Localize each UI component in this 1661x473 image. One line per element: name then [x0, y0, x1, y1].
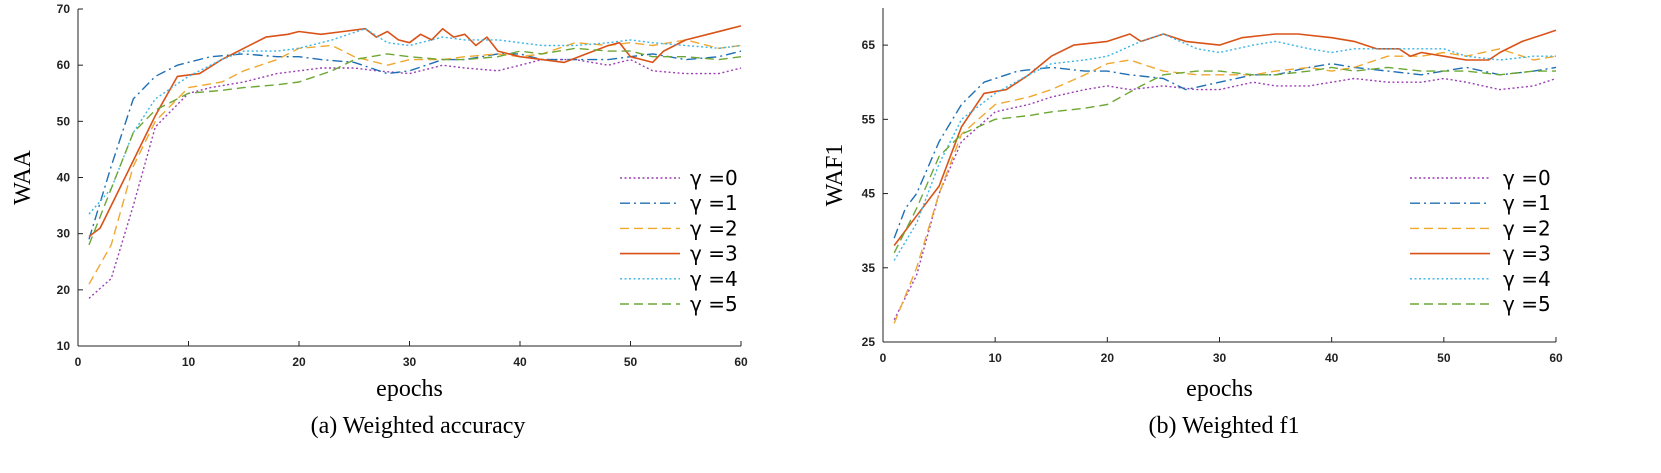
- chart-a-legend-entry: γ =2: [690, 216, 738, 240]
- chart-a-legend-entry: γ =4: [690, 267, 738, 291]
- chart-b-y-tick-label: 35: [862, 261, 876, 275]
- chart-a-x-tick-label: 60: [734, 355, 748, 369]
- chart-b-x-tick-label: 50: [1437, 351, 1451, 365]
- chart-a-legend-entry: γ =3: [690, 242, 738, 266]
- chart-a-x-tick-label: 50: [624, 355, 638, 369]
- chart-b-y-tick-label: 45: [862, 187, 876, 201]
- chart-a-y-tick-label: 20: [57, 283, 71, 297]
- chart-a-y-tick-label: 60: [57, 58, 71, 72]
- chart-b-legend-entry: γ =3: [1503, 242, 1551, 266]
- chart-a-series-line-gamma-3: [88, 25, 742, 238]
- chart-b-caption: (b) Weighted f1: [1149, 413, 1300, 439]
- chart-b-legend-entry: γ =1: [1503, 191, 1551, 215]
- chart-a-x-tick-label: 20: [292, 355, 306, 369]
- chart-b-series-line-gamma-2: [893, 48, 1557, 324]
- chart-b-series-line-gamma-5: [893, 66, 1556, 254]
- chart-b-legend-entry: γ =4: [1503, 267, 1551, 291]
- chart-a-x-tick-label: 10: [182, 355, 196, 369]
- chart-b-series-line-gamma-3: [893, 29, 1557, 246]
- chart-a-x-tick-label: 0: [75, 355, 82, 369]
- chart-a-x-axis-label: epochs: [376, 376, 443, 402]
- chart-a-legend-entry: γ =0: [690, 166, 738, 190]
- chart-b-y-tick-label: 65: [862, 38, 876, 52]
- chart-a-caption: (a) Weighted accuracy: [311, 413, 526, 439]
- chart-a-series-line-gamma-1: [88, 50, 742, 240]
- chart-a-series-line-gamma-0: [88, 58, 742, 299]
- chart-b-legend-entry: γ =2: [1503, 216, 1551, 240]
- chart-a-y-tick-label: 70: [57, 2, 71, 16]
- chart-a-y-tick-label: 10: [57, 339, 71, 353]
- chart-b-series-line-gamma-1: [893, 63, 1557, 239]
- chart-a: 0 10 20 30 40 50 60 10 20 30 40 50 60 70 WAA epochs (a) …: [10, 2, 748, 439]
- chart-b-x-tick-label: 30: [1213, 351, 1227, 365]
- chart-b-series-line-gamma-0: [893, 77, 1557, 321]
- chart-b-legend-entry: γ =0: [1503, 166, 1551, 190]
- chart-a-y-tick-label: 40: [57, 171, 71, 185]
- chart-b-x-tick-label: 0: [880, 351, 887, 365]
- chart-a-y-tick-label: 50: [57, 114, 71, 128]
- chart-b-legend-entry: γ =5: [1503, 292, 1551, 316]
- chart-b-y-axis-label: WAF1: [822, 144, 848, 207]
- chart-a-y-axis-label: WAA: [10, 150, 36, 205]
- chart-b-y-tick-label: 55: [862, 112, 876, 126]
- chart-a-legend-entry: γ =5: [690, 292, 738, 316]
- chart-b-series-line-gamma-4: [893, 33, 1556, 261]
- chart-a-legend: γ =0γ =1γ =2γ =3γ =4γ =5: [620, 166, 738, 316]
- chart-b: 0 10 20 30 40 50 60 25 35 45 55 65 WAF1 epochs (b) Wei…: [822, 8, 1563, 439]
- chart-a-x-tick-label: 30: [403, 355, 417, 369]
- chart-b-y-tick-label: 25: [862, 335, 876, 349]
- chart-a-series-line-gamma-4: [88, 28, 742, 215]
- chart-a-series-line-gamma-5: [88, 47, 742, 246]
- chart-b-x-tick-label: 60: [1549, 351, 1563, 365]
- chart-a-y-tick-label: 30: [57, 227, 71, 241]
- chart-b-x-tick-label: 10: [988, 351, 1002, 365]
- chart-a-x-tick-label: 40: [513, 355, 527, 369]
- chart-a-legend-entry: γ =1: [690, 191, 738, 215]
- chart-b-x-tick-label: 40: [1325, 351, 1339, 365]
- chart-a-series-line-gamma-2: [88, 39, 742, 285]
- chart-b-legend: γ =0γ =1γ =2γ =3γ =4γ =5: [1410, 166, 1551, 316]
- chart-b-x-tick-label: 20: [1101, 351, 1115, 365]
- chart-b-x-axis-label: epochs: [1186, 376, 1253, 402]
